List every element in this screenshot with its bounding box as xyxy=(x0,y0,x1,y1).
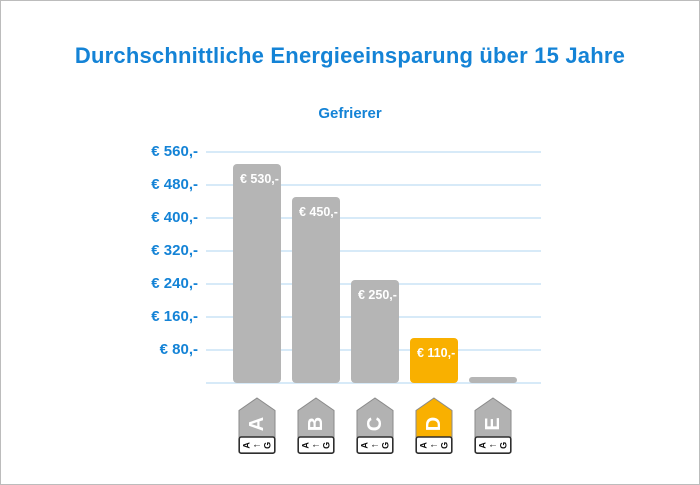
bar-D xyxy=(410,337,458,383)
tag-scale-worst: G xyxy=(381,442,391,449)
bar-A xyxy=(233,164,281,383)
tag-class-letter: B xyxy=(305,417,327,431)
tag-scale-best: A xyxy=(478,442,488,449)
bar-B xyxy=(292,197,340,383)
tag-scale-worst: G xyxy=(263,442,273,449)
y-axis-label: € 560,- xyxy=(151,143,198,160)
y-axis-label: € 480,- xyxy=(151,176,198,193)
y-axis-label: € 320,- xyxy=(151,242,198,259)
chart-subtitle: Gefrierer xyxy=(318,105,382,122)
tag-scale-best: A xyxy=(301,442,311,449)
energy-tag-D: D A ← G xyxy=(415,397,453,455)
tag-footer-box xyxy=(474,436,512,455)
tag-footer-box xyxy=(238,436,276,455)
tag-scale-best: A xyxy=(242,442,252,449)
gridline-560 xyxy=(206,151,541,153)
tag-footer-box xyxy=(297,436,335,455)
tag-class-letter: C xyxy=(364,417,386,431)
gridline-320 xyxy=(206,250,541,252)
tag-class-letter: A xyxy=(246,417,268,431)
tag-scale-arrow-icon: ← xyxy=(311,440,321,451)
energy-tag-icon: C A ← G xyxy=(356,397,394,455)
gridline-400 xyxy=(206,217,541,219)
bar-value-label: € 450,- xyxy=(299,205,338,220)
tag-scale-worst: G xyxy=(322,442,332,449)
tag-footer-box xyxy=(356,436,394,455)
tag-scale-worst: G xyxy=(499,442,509,449)
tag-scale-arrow-icon: ← xyxy=(429,440,439,451)
bar-value-label: € 530,- xyxy=(240,172,279,187)
bar-value-label: € 110,- xyxy=(417,345,456,360)
y-axis-label: € 80,- xyxy=(159,341,198,358)
tag-class-letter: D xyxy=(423,417,445,431)
energy-tag-icon: B A ← G xyxy=(297,397,335,455)
tag-scale-arrow-icon: ← xyxy=(370,440,380,451)
energy-tag-icon: D A ← G xyxy=(415,397,453,455)
y-axis-label: € 240,- xyxy=(151,275,198,292)
energy-tag-icon: E A ← G xyxy=(474,397,512,455)
energy-tag-C: C A ← G xyxy=(356,397,394,455)
tag-class-letter: E xyxy=(482,417,504,430)
tag-scale-arrow-icon: ← xyxy=(488,440,498,451)
gridline-0 xyxy=(206,382,541,384)
tag-scale-arrow-icon: ← xyxy=(252,440,262,451)
bar-value-label: € 250,- xyxy=(358,287,397,302)
tag-scale-worst: G xyxy=(440,442,450,449)
energy-tag-E: E A ← G xyxy=(474,397,512,455)
bar-C xyxy=(351,279,399,383)
bar-E xyxy=(469,376,517,383)
tag-footer-box xyxy=(415,436,453,455)
gridline-480 xyxy=(206,184,541,186)
energy-tag-A: A A ← G xyxy=(238,397,276,455)
chart-title: Durchschnittliche Energieeinsparung über… xyxy=(74,43,626,68)
energy-tag-B: B A ← G xyxy=(297,397,335,455)
tag-scale-best: A xyxy=(419,442,429,449)
y-axis-label: € 160,- xyxy=(151,308,198,325)
y-axis-label: € 400,- xyxy=(151,209,198,226)
tag-scale-best: A xyxy=(360,442,370,449)
energy-tag-icon: AA ← G xyxy=(238,397,276,455)
